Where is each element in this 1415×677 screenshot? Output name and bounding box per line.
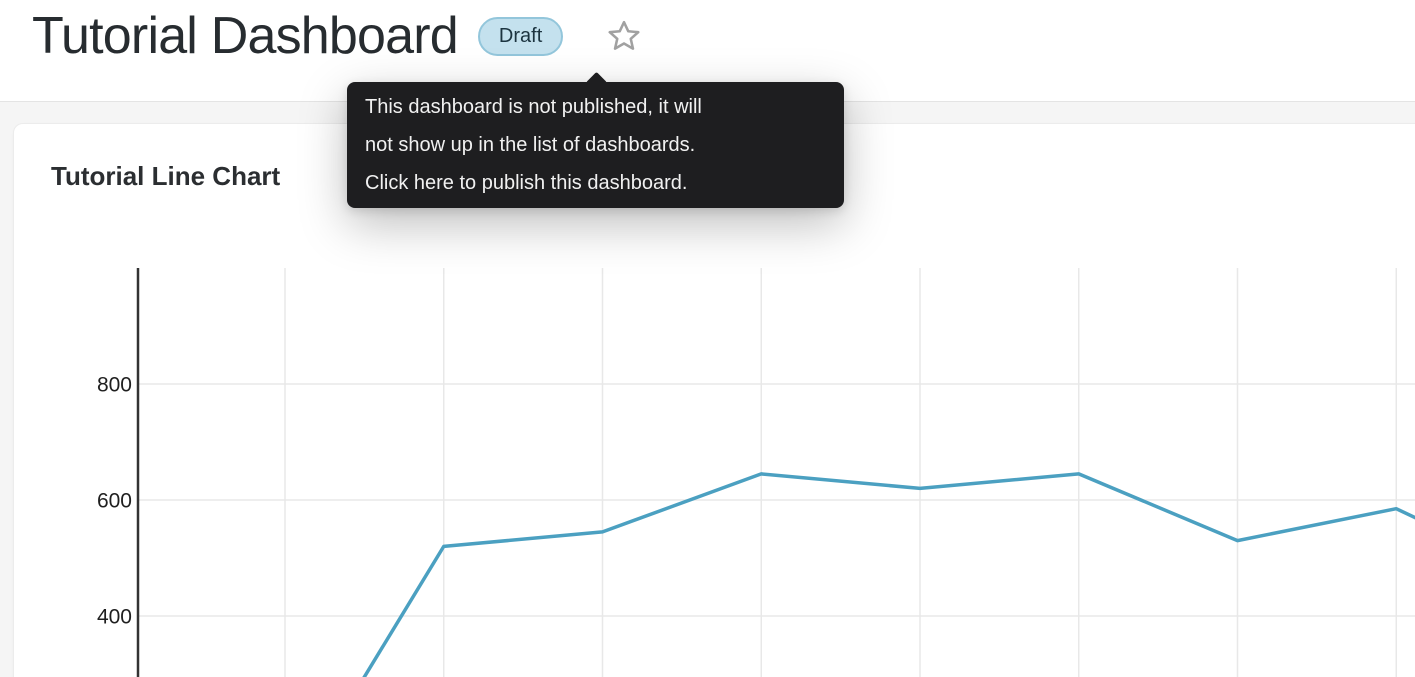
title-row: Tutorial Dashboard Draft (32, 0, 643, 72)
series-line (362, 472, 1415, 677)
line-chart[interactable]: 400 600 800 (14, 268, 1415, 677)
publish-tooltip: This dashboard is not published, it will… (347, 71, 844, 208)
tooltip-line: Click here to publish this dashboard. (365, 172, 688, 194)
y-axis-tick-label: 600 (97, 490, 132, 513)
chart-tile: Tutorial Line Chart 400 600 800 (13, 123, 1415, 677)
page-title: Tutorial Dashboard (32, 7, 459, 65)
y-axis-tick-label: 800 (97, 374, 132, 397)
chart-tile-title: Tutorial Line Chart (51, 161, 281, 191)
status-badge[interactable]: Draft (477, 16, 564, 56)
favorite-star-button[interactable] (605, 17, 643, 55)
y-axis-tick-label: 400 (97, 606, 132, 629)
tooltip-line: not show up in the list of dashboards. (365, 134, 696, 156)
star-icon (608, 20, 640, 50)
tooltip-line: This dashboard is not published, it will (365, 96, 702, 118)
